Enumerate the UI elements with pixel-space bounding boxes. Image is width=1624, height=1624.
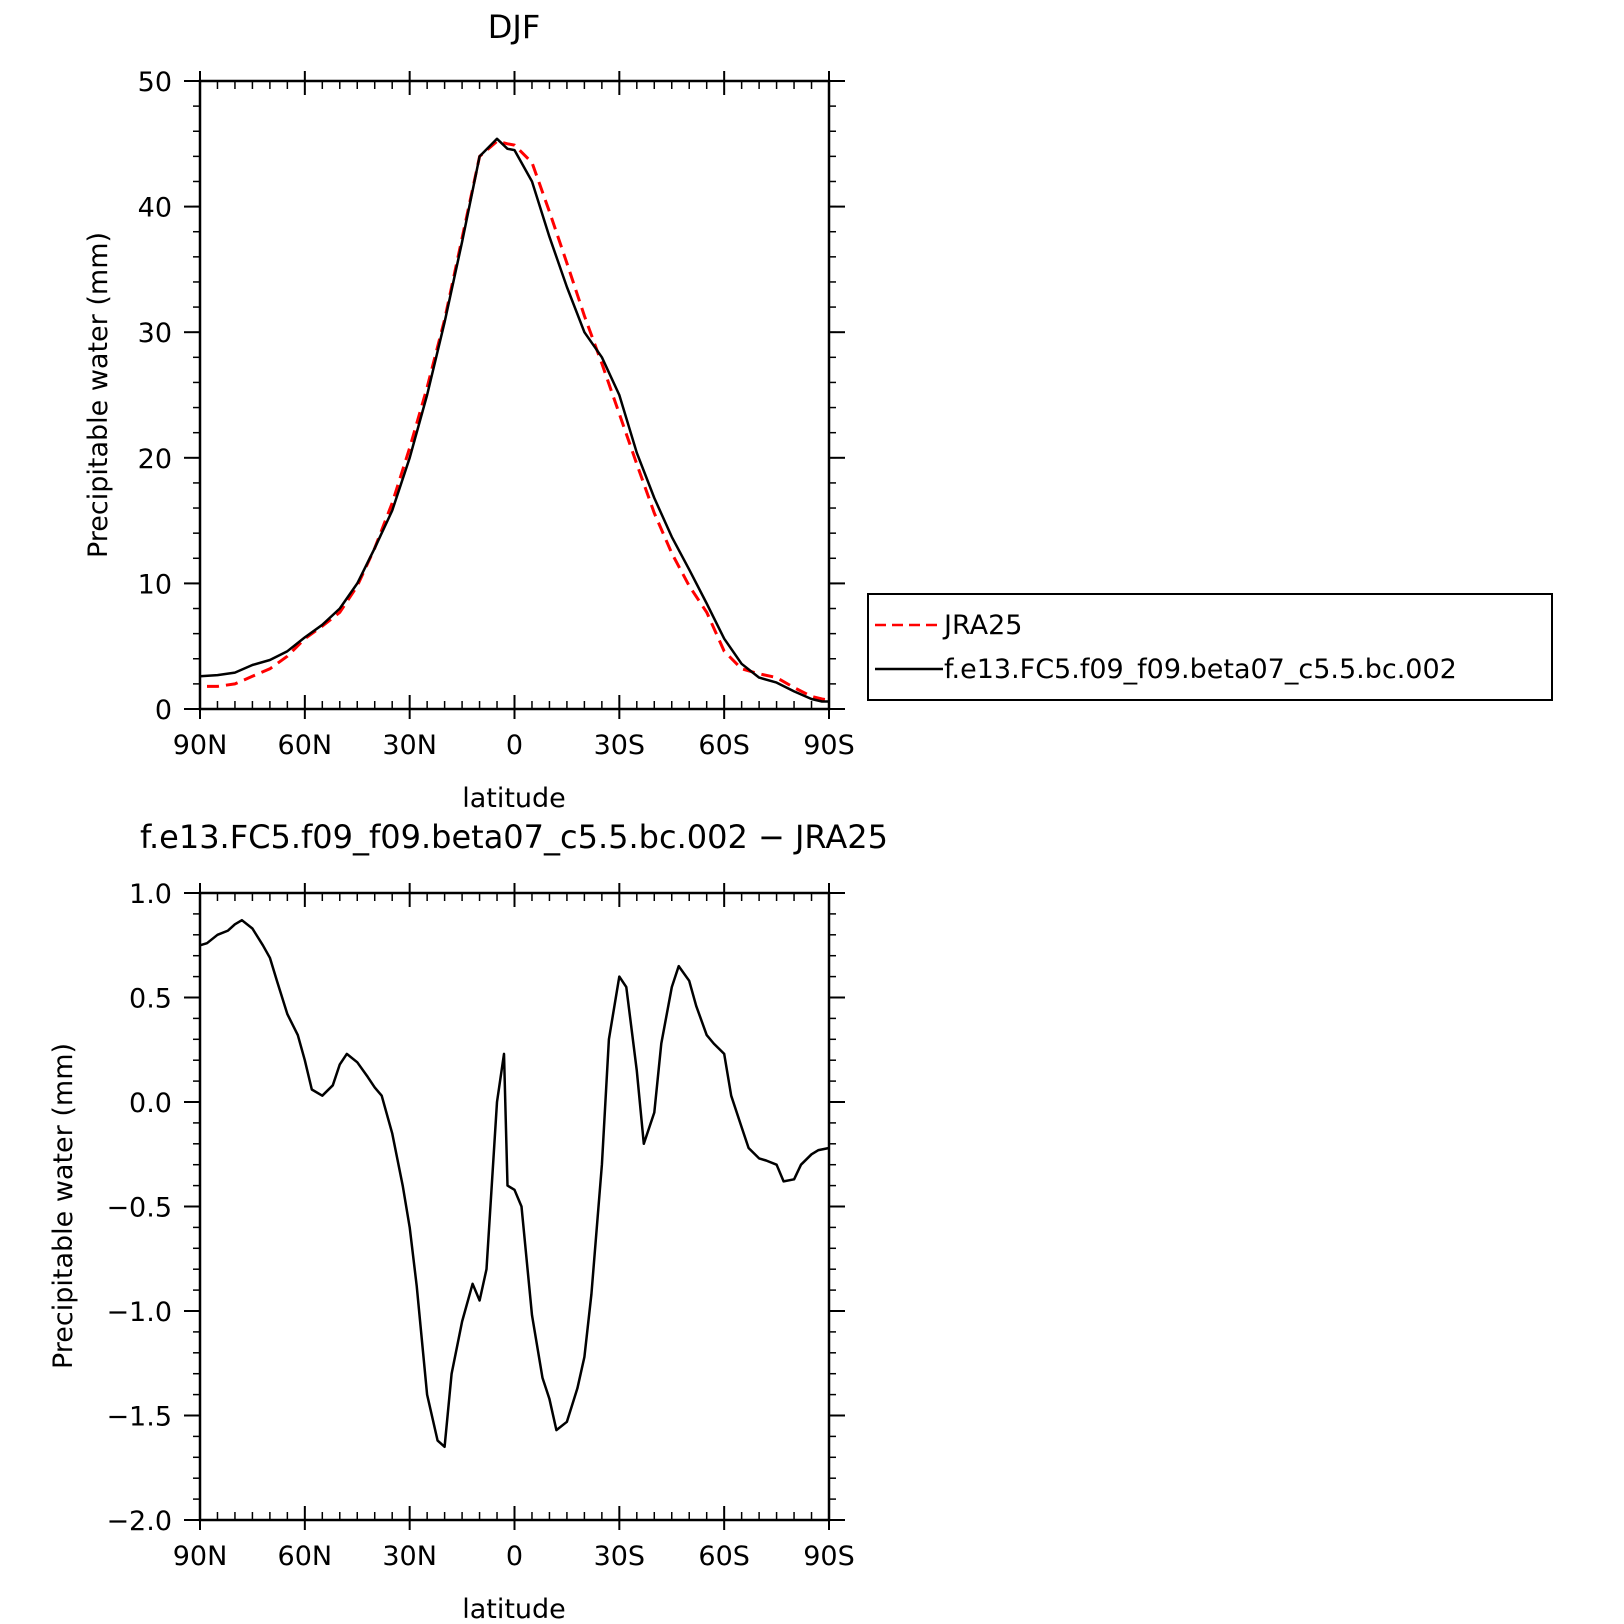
series-line-model bbox=[199, 137, 829, 703]
axis-ticks: 90N 60N 30N 0 30S 60S 90S 1.0 0.5 0.0 −0.5 −1.0 −1.5… bbox=[106, 879, 854, 1572]
precipitable-water-djf-chart: DJF 90N 60N 30N 0 30S 60S 90S 0 10 20 30 40 50 latit… bbox=[83, 8, 1553, 814]
axis-ticks: 90N 60N 30N 0 30S 60S 90S 0 10 20 30 40 50 bbox=[138, 67, 855, 761]
x-tick-label: 60S bbox=[698, 730, 750, 761]
x-tick-label: 60N bbox=[278, 730, 333, 761]
chart-title: f.e13.FC5.f09_f09.beta07_c5.5.bc.002 − J… bbox=[140, 818, 888, 856]
plot-lines bbox=[199, 137, 830, 703]
y-tick-label: 20 bbox=[138, 444, 172, 475]
chart-title: DJF bbox=[488, 8, 540, 46]
y-axis-label: Precipitable water (mm) bbox=[83, 232, 114, 558]
x-tick-label: 0 bbox=[506, 730, 523, 761]
y-tick-label: 10 bbox=[138, 569, 172, 600]
y-tick-label: 0.5 bbox=[129, 984, 172, 1015]
y-tick-label: −2.0 bbox=[106, 1506, 172, 1537]
x-tick-label: 0 bbox=[506, 1541, 523, 1572]
precipitable-water-difference-chart: f.e13.FC5.f09_f09.beta07_c5.5.bc.002 − J… bbox=[48, 818, 888, 1624]
y-tick-label: −1.5 bbox=[106, 1402, 172, 1433]
y-tick-label: 0.0 bbox=[129, 1088, 172, 1119]
plot-lines bbox=[199, 918, 830, 1449]
series-line-model bbox=[199, 918, 830, 1449]
x-axis-label: latitude bbox=[462, 783, 566, 814]
x-tick-label: 90S bbox=[803, 730, 855, 761]
x-tick-label: 60N bbox=[278, 1541, 333, 1572]
y-tick-label: 1.0 bbox=[129, 879, 172, 910]
x-axis-label: latitude bbox=[462, 1594, 566, 1624]
legend-box bbox=[867, 593, 1553, 701]
legend: JRA25 f.e13.FC5.f09_f09.beta07_c5.5.bc.0… bbox=[867, 593, 1553, 701]
x-tick-label: 30N bbox=[382, 730, 437, 761]
y-tick-label: −0.5 bbox=[106, 1193, 172, 1224]
x-tick-label: 90S bbox=[803, 1541, 855, 1572]
legend-label-model: f.e13.FC5.f09_f09.beta07_c5.5.bc.002 bbox=[944, 654, 1457, 685]
y-axis-label: Precipitable water (mm) bbox=[48, 1043, 79, 1369]
y-tick-label: −1.0 bbox=[106, 1297, 172, 1328]
series-line-jra25 bbox=[207, 139, 830, 702]
y-tick-label: 40 bbox=[138, 193, 172, 224]
y-tick-label: 50 bbox=[138, 67, 172, 98]
x-tick-label: 30S bbox=[594, 730, 646, 761]
x-tick-label: 90N bbox=[173, 730, 228, 761]
x-tick-label: 30N bbox=[382, 1541, 437, 1572]
plot-frame bbox=[198, 891, 831, 1522]
x-tick-label: 30S bbox=[594, 1541, 646, 1572]
x-tick-label: 90N bbox=[173, 1541, 228, 1572]
legend-label-jra25: JRA25 bbox=[942, 610, 1022, 641]
y-tick-label: 0 bbox=[155, 695, 172, 726]
x-tick-label: 60S bbox=[698, 1541, 750, 1572]
y-tick-label: 30 bbox=[138, 318, 172, 349]
plot-frame bbox=[198, 79, 831, 711]
